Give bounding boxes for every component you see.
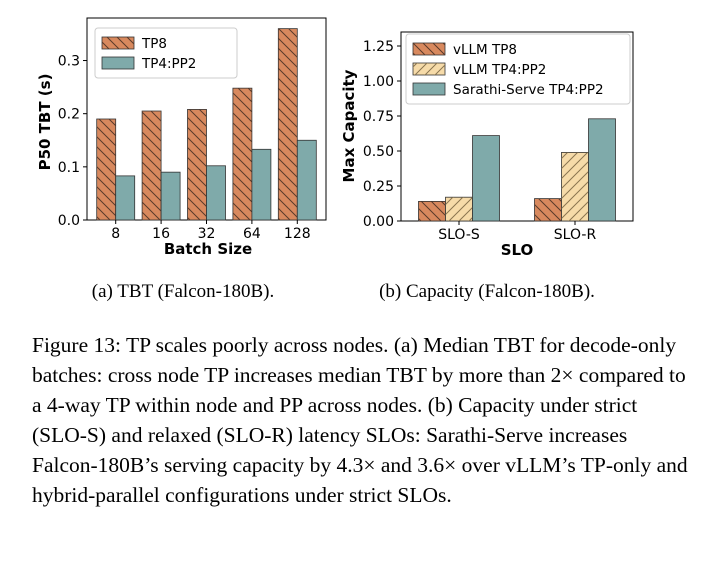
- x-tick-label: SLO-S: [438, 227, 480, 243]
- y-tick-label: 0.0: [58, 213, 80, 229]
- bar-hatch: [232, 88, 252, 220]
- x-tick-label: 128: [284, 226, 311, 242]
- legend-swatch-hatch: [413, 43, 445, 55]
- figure-caption: Figure 13: TP scales poorly across nodes…: [32, 333, 688, 507]
- chart-a-ylabel: P50 TBT (s): [36, 74, 54, 171]
- y-tick-label: 0.50: [363, 144, 394, 160]
- capacity-chart: 0.00 0.25 0.50 0.75 1.00 1.25 SLO-S SLO-R vLLM T…: [363, 31, 634, 243]
- x-tick-label: 64: [243, 226, 261, 242]
- x-tick-label: SLO-R: [554, 227, 597, 243]
- bar: [296, 139, 317, 221]
- legend-swatch: [101, 56, 135, 70]
- y-tick-label: 1.00: [363, 74, 394, 90]
- legend-label: Sarathi-Serve TP4:PP2: [453, 82, 604, 98]
- bar-hatch: [96, 119, 116, 220]
- legend-label: TP4:PP2: [141, 56, 196, 72]
- x-tick-label: 8: [111, 226, 120, 242]
- plot-frame: [400, 31, 634, 222]
- legend-swatch-hatch: [102, 37, 134, 49]
- y-tick-label: 0.2: [58, 107, 80, 123]
- figure: 0.0 0.1 0.2 0.3 8 16 32 64 128 TP8 TP4:PP2 P50 TBT…: [36, 17, 634, 302]
- chart-b-xlabel: SLO: [501, 241, 534, 259]
- y-tick-label: 0.75: [363, 109, 394, 125]
- bar-hatch: [418, 201, 446, 221]
- legend-label: TP8: [141, 36, 167, 52]
- legend-label: vLLM TP4:PP2: [453, 62, 546, 78]
- bar-hatch: [187, 109, 207, 220]
- y-tick-label: 0.3: [58, 54, 80, 70]
- legend-swatch-hatch: [413, 63, 445, 75]
- x-tick-label: 32: [198, 226, 216, 242]
- bar-hatch: [561, 152, 589, 221]
- bar: [206, 165, 226, 221]
- bar-hatch: [278, 28, 298, 221]
- bar: [588, 118, 616, 222]
- legend-box: [405, 33, 631, 105]
- x-tick-label: 16: [152, 226, 170, 242]
- y-tick-label: 0.25: [363, 179, 394, 195]
- chart-a-subcaption: (a) TBT (Falcon-180B).: [92, 281, 274, 302]
- tbt-chart: 0.0 0.1 0.2 0.3 8 16 32 64 128 TP8 TP4:PP2: [58, 17, 327, 242]
- bar-hatch: [445, 197, 473, 221]
- y-tick-label: 0.1: [58, 160, 80, 176]
- chart-a-xlabel: Batch Size: [164, 240, 252, 258]
- y-tick-label: 0.00: [363, 214, 394, 230]
- legend-swatch: [412, 82, 446, 96]
- legend: vLLM TP8 vLLM TP4:PP2 Sarathi-Serve TP4:PP…: [405, 33, 631, 105]
- chart-b-subcaption: (b) Capacity (Falcon-180B).: [379, 281, 595, 302]
- y-tick-label: 1.25: [363, 39, 394, 55]
- bar-hatch: [534, 198, 562, 221]
- legend: TP8 TP4:PP2: [94, 27, 238, 79]
- bar: [160, 171, 181, 221]
- bar: [472, 135, 500, 222]
- bar: [251, 148, 272, 221]
- bar: [115, 175, 136, 221]
- chart-b-ylabel: Max Capacity: [340, 69, 358, 182]
- bar-hatch: [142, 111, 162, 220]
- legend-label: vLLM TP8: [453, 42, 517, 58]
